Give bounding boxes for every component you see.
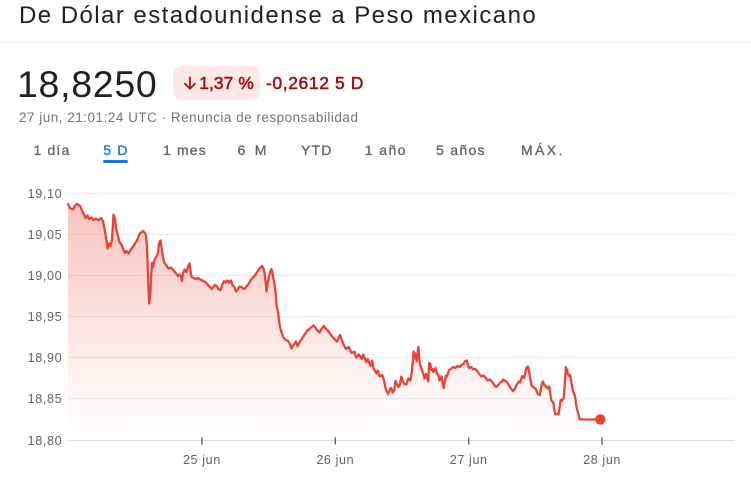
- svg-text:19,05: 19,05: [28, 228, 63, 242]
- svg-text:27 jun: 27 jun: [450, 453, 488, 467]
- svg-text:19,00: 19,00: [28, 269, 63, 283]
- svg-text:18,90: 18,90: [28, 351, 63, 365]
- svg-text:25 jun: 25 jun: [183, 453, 221, 467]
- svg-text:28 jun: 28 jun: [583, 453, 621, 467]
- svg-text:26 jun: 26 jun: [316, 453, 354, 467]
- svg-text:19,10: 19,10: [28, 187, 63, 201]
- svg-text:18,95: 18,95: [28, 310, 63, 324]
- svg-text:18,85: 18,85: [28, 392, 63, 406]
- svg-text:18,80: 18,80: [28, 434, 63, 448]
